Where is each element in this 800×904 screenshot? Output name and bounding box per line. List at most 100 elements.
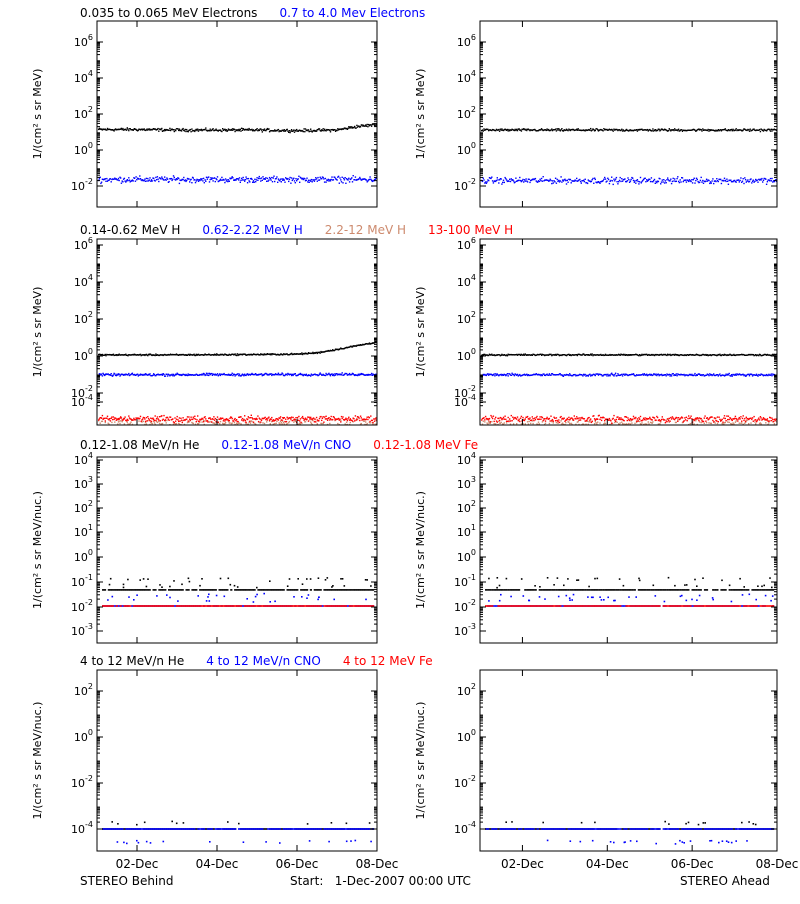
data-point [766,184,767,185]
data-point [294,180,295,181]
data-point [238,375,239,376]
data-point [247,182,248,183]
data-point [575,418,576,419]
y-tick-label: 106 [457,33,476,49]
data-point [206,177,207,178]
data-point [712,420,713,421]
data-point [486,181,487,182]
data-point [505,419,506,420]
data-point [498,182,499,183]
data-point [529,417,530,418]
data-point [683,374,684,375]
data-point [319,128,320,129]
data-point [298,420,299,421]
data-point [153,589,155,591]
data-point [494,375,495,376]
data-point [114,421,115,422]
data-point [197,179,198,180]
data-point [174,417,175,418]
data-point [502,182,503,183]
data-point [166,374,167,375]
data-point [303,131,304,132]
data-point [655,420,656,421]
data-point [256,419,257,420]
data-point [577,130,578,131]
data-point [367,126,368,127]
data-point [743,183,744,184]
data-point [757,420,758,421]
data-point [561,128,562,129]
data-point [595,375,596,376]
data-point [349,420,350,421]
y-tick-base: 10 [457,72,471,85]
data-point [279,423,280,424]
data-point [735,129,736,130]
data-point [126,420,127,421]
data-point [325,416,326,417]
data-point [237,353,238,354]
data-point [148,418,149,419]
data-point [757,419,758,420]
data-point [490,178,491,179]
data-point [202,374,203,375]
data-point [525,180,526,181]
data-point [150,418,151,419]
y-tick-label: 10-2 [71,177,93,193]
data-point [750,178,751,179]
data-point [583,180,584,181]
data-point [529,182,530,183]
y-tick-base: 10 [74,72,88,85]
data-point [677,419,678,420]
data-point [217,176,218,177]
data-point [739,423,740,424]
data-point [568,417,569,418]
data-point [162,423,163,424]
data-point [185,131,186,132]
data-point [203,421,204,422]
data-point [277,182,278,183]
data-point [268,179,269,180]
data-point [511,375,512,376]
data-point [320,177,321,178]
data-point [323,128,324,129]
legend-entry: 0.7 to 4.0 Mev Electrons [279,6,425,20]
data-point [165,375,166,376]
data-point [124,423,125,424]
data-point [711,416,712,417]
data-point [754,421,755,422]
data-point [221,589,223,591]
data-point [645,181,646,182]
data-point [755,423,756,424]
data-point [530,423,531,424]
data-point [556,183,557,184]
data-point [768,421,769,422]
data-point [245,176,246,177]
data-point [553,422,554,423]
data-point [551,183,552,184]
data-point [722,419,723,420]
data-point [308,129,309,130]
data-point [120,420,121,421]
data-point [240,589,242,591]
data-point [163,130,164,131]
data-point [127,589,129,591]
data-point [157,176,158,177]
y-tick-exponent: 6 [88,236,93,245]
data-point [287,423,288,424]
data-point [516,129,517,130]
data-point [631,422,632,423]
data-point [760,417,761,418]
data-point [166,179,167,180]
data-point [133,419,134,420]
data-point [560,373,561,374]
data-point [578,421,579,422]
data-point [648,418,649,419]
data-point [771,129,772,130]
y-tick-exponent: 6 [88,33,93,42]
data-point [742,418,743,419]
plot-frame [97,239,377,425]
data-point [309,417,310,418]
data-point [186,419,187,420]
data-point [611,373,612,374]
data-point [743,415,744,416]
